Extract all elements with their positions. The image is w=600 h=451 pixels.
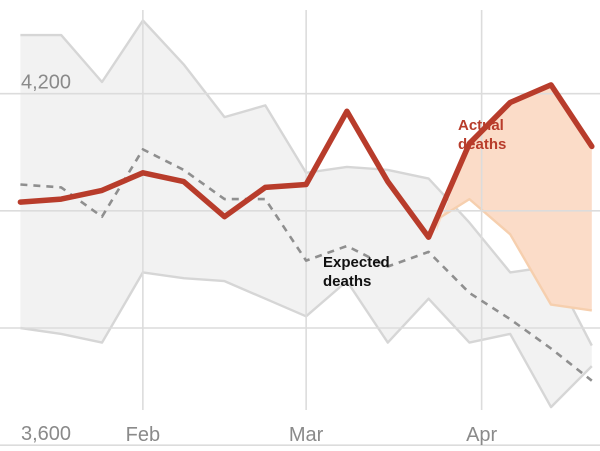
actual-annotation-line-2: deaths (458, 136, 506, 153)
x-axis-labels: Feb Mar Apr (126, 424, 498, 446)
actual-annotation-line-1: Actual (458, 117, 504, 134)
gridlines (0, 10, 600, 446)
x-tick-label: Feb (126, 424, 160, 446)
expected-annotation-line-1: Expected (323, 254, 390, 271)
x-tick-label: Mar (289, 424, 324, 446)
x-tick-label: Apr (466, 424, 497, 446)
annotations: Actual deaths Expected deaths (323, 117, 508, 290)
expected-deaths-annotation: Expected deaths (323, 254, 394, 290)
actual-deaths-annotation: Actual deaths (458, 117, 508, 153)
excess-deaths-lower-edge (436, 197, 592, 312)
y-tick-label: 4,200 (21, 72, 71, 94)
expected-deaths-line (20, 148, 593, 382)
actual-deaths-line (17, 82, 595, 240)
y-axis-labels: 4,200 3,600 (21, 72, 71, 445)
y-tick-label: 3,600 (21, 423, 71, 445)
expected-annotation-line-2: deaths (323, 273, 371, 290)
actual-deaths-series (17, 82, 595, 240)
expected-deaths-series (20, 148, 593, 382)
